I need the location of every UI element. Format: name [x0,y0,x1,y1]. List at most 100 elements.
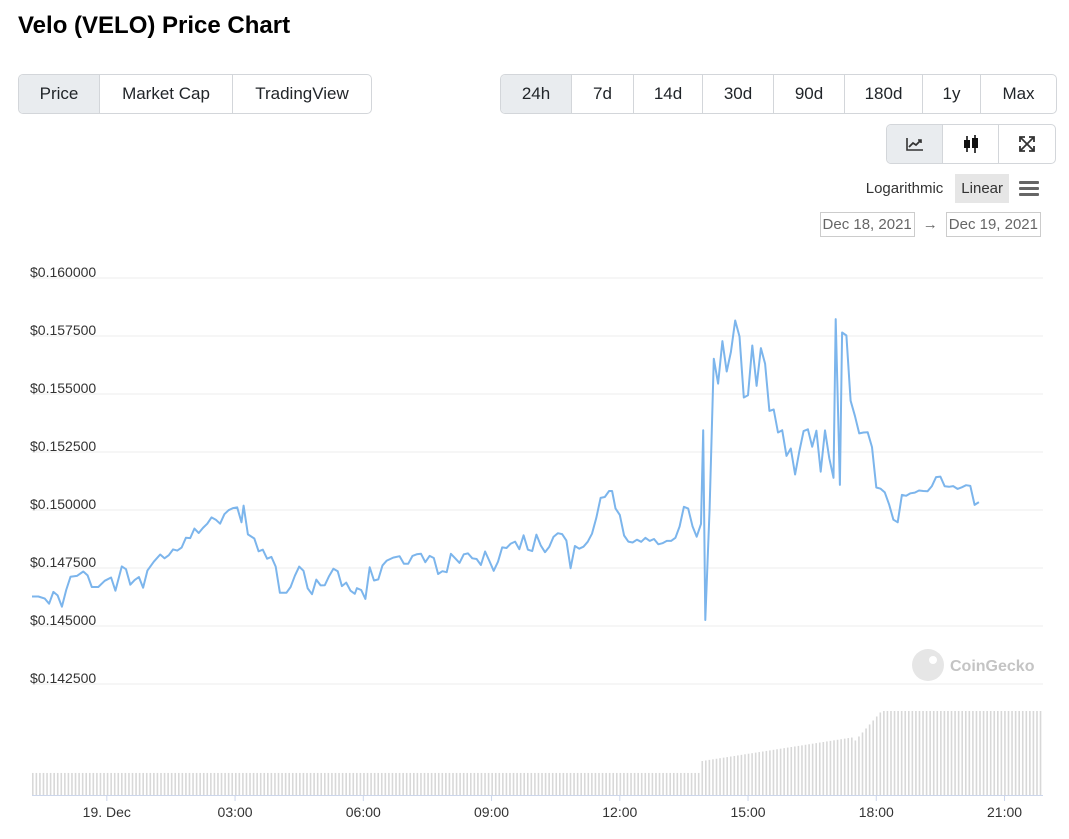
volume-bar [915,711,917,795]
volume-bar [192,772,194,795]
volume-bar [883,711,885,795]
hamburger-menu-icon[interactable] [1017,180,1041,198]
range-1y[interactable]: 1y [923,75,981,113]
volume-bar [772,749,775,795]
volume-bar [1039,711,1042,795]
volume-bar [601,772,604,795]
range-180d[interactable]: 180d [845,75,923,113]
volume-bar [160,772,162,795]
date-from-input[interactable]: Dec 18, 2021 [819,212,915,237]
volume-bar [722,757,725,795]
price-line [32,318,980,621]
range-14d[interactable]: 14d [634,75,703,113]
volume-bar [861,732,864,795]
volume-bar [124,772,127,795]
volume-bar [690,772,693,795]
volume-bar [1032,711,1035,795]
volume-bar [569,772,572,795]
volume-bar [256,772,258,795]
volume-bar [640,772,643,795]
volume-bar [145,772,148,795]
view-tabs: Price Market Cap TradingView [18,74,372,114]
x-tick-label: 15:00 [731,804,766,820]
volume-bar [886,711,889,795]
volume-bar [459,772,461,795]
volume-bar [398,772,401,795]
volume-bar [92,772,95,795]
volume-bar [1014,711,1017,795]
range-max[interactable]: Max [1002,84,1035,103]
y-tick-label: $0.147500 [30,554,96,570]
volume-bar [954,711,956,795]
volume-bar [523,772,526,795]
range-90d[interactable]: 90d [774,75,845,113]
volume-bar [526,772,529,795]
scale-selector: Logarithmic Linear [860,174,1041,203]
volume-bar [559,772,561,795]
volume-bar [929,711,931,795]
volume-bar [672,772,675,795]
volume-bar [96,772,98,795]
coingecko-watermark: CoinGecko [912,649,1035,681]
volume-bar [288,772,290,795]
volume-bar [242,772,244,795]
volume-bar [598,772,600,795]
volume-bar [505,772,508,795]
volume-bar [252,772,255,795]
candlestick-button[interactable] [943,125,999,163]
volume-bar [797,745,800,795]
range-30d[interactable]: 30d [703,75,774,113]
volume-bar [925,711,928,795]
y-tick-label: $0.160000 [30,264,96,280]
volume-bar [388,772,390,795]
chart-type-tools [886,124,1056,164]
volume-bar [405,772,408,795]
volume-bar [238,772,241,795]
volume-bar [227,772,230,795]
tab-market-cap[interactable]: Market Cap [100,75,233,113]
line-chart-button[interactable] [887,125,943,163]
volume-bar [808,744,810,795]
fullscreen-button[interactable] [999,125,1055,163]
volume-bar [851,737,853,795]
volume-bar [790,747,793,795]
scale-linear[interactable]: Linear [955,174,1009,203]
range-7d[interactable]: 7d [572,75,634,113]
volume-bar [423,772,426,795]
volume-bar [826,741,828,795]
volume-bar [655,772,657,795]
tab-price[interactable]: Price [19,75,100,113]
coingecko-logo-icon [912,649,944,681]
volume-bar [445,772,447,795]
volume-bar [245,772,248,795]
volume-bars [32,711,1042,795]
grid-lines [32,277,1043,685]
price-chart: $0.142500 $0.145000 $0.147500 $0.150000 $0.1… [30,264,1043,820]
range-24h[interactable]: 24h [501,75,572,113]
volume-bar [1025,711,1028,795]
line-chart-icon [905,138,923,151]
volume-bar [868,724,871,795]
volume-bar [961,711,964,795]
volume-bar [377,772,380,795]
volume-bar [833,740,835,795]
volume-bar [936,711,939,795]
scale-logarithmic[interactable]: Logarithmic [865,180,944,197]
x-tick-label: 18:00 [859,804,894,820]
volume-bar [259,772,262,795]
date-to-input[interactable]: Dec 19, 2021 [945,212,1041,237]
volume-bar [761,751,764,795]
volume-bar [366,772,369,795]
volume-bar [138,772,141,795]
volume-bar [81,772,84,795]
volume-bar [989,711,992,795]
tab-tradingview[interactable]: TradingView [255,84,349,103]
volume-bar [110,772,112,795]
volume-bar [986,711,988,795]
volume-bar [658,772,661,795]
volume-bar [156,772,159,795]
volume-bar [801,745,803,795]
volume-bar [128,772,130,795]
volume-bar [370,772,372,795]
volume-bar [705,760,707,795]
